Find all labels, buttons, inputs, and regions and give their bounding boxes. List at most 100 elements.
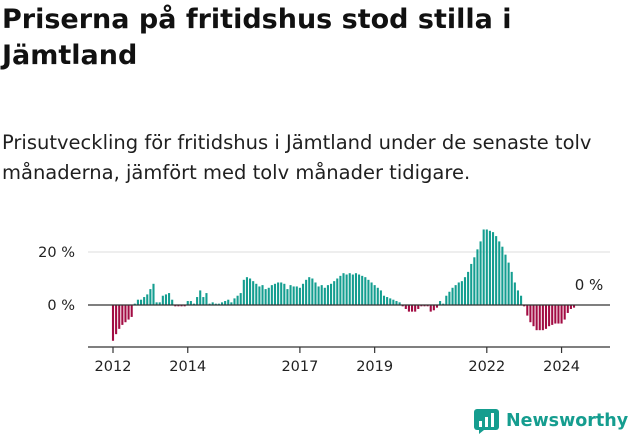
data-bar	[224, 301, 227, 305]
newsworthy-logo-text: Newsworthy	[506, 411, 629, 431]
data-bar	[164, 294, 168, 305]
chart-subtitle: Prisutveckling för fritidshus i Jämtland…	[2, 131, 592, 184]
data-bar	[139, 299, 143, 305]
data-bar	[146, 294, 149, 305]
data-bar	[270, 285, 273, 306]
data-bar	[311, 278, 314, 305]
data-bar	[202, 297, 205, 305]
data-bar	[280, 282, 283, 305]
newsworthy-logo-icon	[474, 408, 499, 434]
data-bar	[401, 305, 404, 307]
data-bar	[351, 274, 354, 305]
data-bar	[127, 305, 130, 320]
data-bar	[261, 285, 264, 306]
data-bar	[233, 298, 236, 306]
data-bar	[379, 290, 382, 305]
data-bar	[445, 295, 448, 305]
data-bar	[305, 279, 308, 306]
data-bar	[152, 283, 155, 305]
data-bar	[501, 246, 504, 305]
data-bar	[557, 305, 560, 324]
data-bar	[485, 229, 488, 305]
data-bar	[432, 305, 435, 311]
data-bar	[227, 299, 230, 305]
data-bar	[442, 303, 445, 305]
data-bar	[339, 275, 342, 305]
data-bar	[345, 274, 348, 305]
data-bar	[249, 278, 252, 305]
data-bar	[541, 305, 544, 331]
data-bar	[264, 289, 267, 305]
y-tick-label: 0 %	[47, 298, 75, 314]
data-bar	[301, 283, 305, 305]
data-bar	[171, 299, 174, 305]
newsworthy-logo[interactable]: Newsworthy	[474, 404, 628, 438]
data-bar	[361, 275, 364, 305]
data-bar	[124, 305, 127, 323]
data-bar	[258, 286, 261, 305]
data-bar	[548, 305, 551, 327]
data-bar	[177, 305, 180, 307]
data-bar	[217, 303, 220, 305]
data-bar	[336, 278, 339, 305]
data-bar	[168, 293, 171, 305]
x-tick-label: 2014	[169, 359, 206, 375]
data-bar	[211, 302, 214, 305]
data-bar	[473, 257, 476, 305]
data-bar	[111, 305, 115, 341]
data-bar	[133, 303, 136, 305]
data-bar	[410, 305, 414, 312]
data-bar	[348, 273, 351, 305]
data-bar	[358, 274, 361, 305]
data-bar	[532, 305, 535, 327]
data-bar	[491, 232, 495, 306]
data-bar	[208, 303, 211, 305]
data-bar	[420, 305, 423, 307]
data-bar	[326, 285, 329, 306]
data-bar	[476, 249, 479, 305]
data-bar	[417, 305, 420, 309]
data-bar	[155, 302, 158, 305]
x-tick-label: 2019	[356, 359, 393, 375]
data-bar	[529, 305, 532, 323]
data-bar	[295, 286, 298, 305]
data-bar	[429, 305, 432, 312]
data-bar	[370, 282, 373, 305]
data-bar	[463, 277, 467, 305]
data-bar	[245, 277, 248, 305]
data-bar	[386, 297, 389, 305]
data-bar	[320, 285, 323, 306]
data-bar	[392, 299, 395, 305]
data-bar	[192, 303, 196, 305]
data-bar	[373, 285, 376, 306]
data-bar	[239, 293, 242, 305]
data-bar	[286, 289, 289, 305]
data-bar	[367, 279, 370, 306]
data-bar	[423, 305, 426, 307]
data-bar	[189, 301, 192, 305]
data-bar	[186, 301, 189, 305]
x-tick-label: 2012	[95, 359, 132, 375]
data-bar	[572, 305, 576, 308]
data-bar	[158, 302, 161, 305]
data-bar	[354, 273, 358, 305]
data-bar	[214, 303, 217, 305]
x-tick-label: 2024	[543, 359, 580, 375]
data-bar	[183, 305, 186, 307]
data-bar	[196, 297, 199, 305]
data-bar	[520, 295, 523, 305]
data-bar	[118, 305, 121, 329]
data-bar	[376, 287, 379, 305]
data-bar	[342, 273, 345, 305]
data-bar	[504, 254, 507, 305]
data-bar	[205, 293, 208, 305]
data-bar	[236, 295, 239, 305]
data-bar	[230, 302, 233, 305]
data-bar	[544, 305, 548, 329]
data-bar	[395, 301, 398, 305]
data-bar	[277, 282, 280, 305]
chart-title: Priserna på fritidshus stod stilla i Jäm…	[2, 4, 512, 71]
data-bar	[507, 262, 510, 305]
data-bar	[161, 295, 164, 305]
data-bar	[199, 290, 202, 305]
